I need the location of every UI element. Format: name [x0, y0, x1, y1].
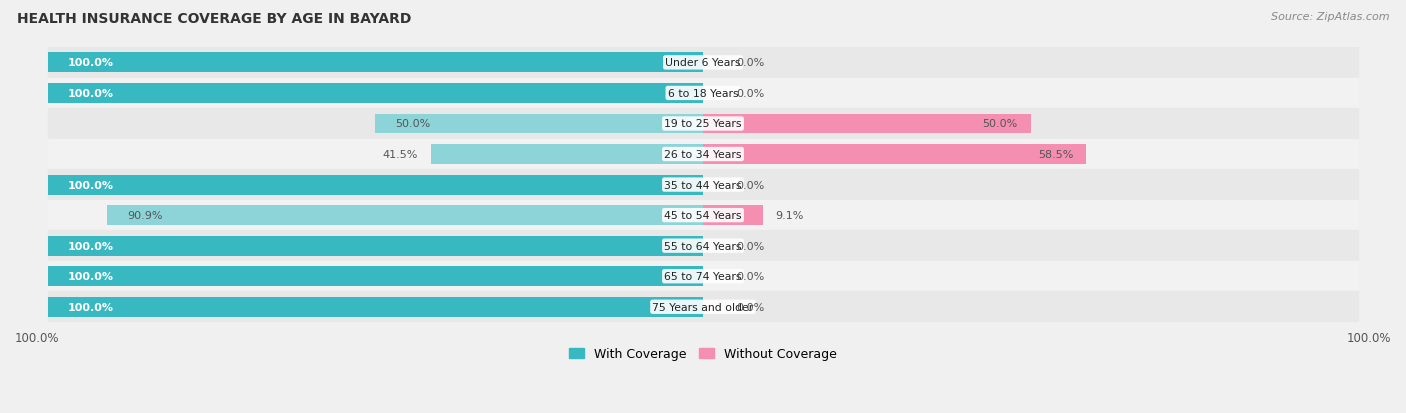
- Text: 35 to 44 Years: 35 to 44 Years: [664, 180, 742, 190]
- Text: Under 6 Years: Under 6 Years: [665, 58, 741, 68]
- Bar: [48, 140, 1358, 170]
- Text: 0.0%: 0.0%: [735, 272, 763, 282]
- Bar: [48, 236, 703, 256]
- Bar: [48, 261, 1358, 292]
- Text: 0.0%: 0.0%: [735, 58, 763, 68]
- Bar: [48, 170, 1358, 200]
- Text: 0.0%: 0.0%: [735, 89, 763, 99]
- Bar: [48, 53, 703, 73]
- Text: 0.0%: 0.0%: [735, 241, 763, 251]
- Bar: [48, 297, 703, 317]
- Text: 75 Years and older: 75 Years and older: [652, 302, 754, 312]
- Text: 100.0%: 100.0%: [67, 272, 114, 282]
- Text: 100.0%: 100.0%: [67, 241, 114, 251]
- Bar: [48, 84, 703, 104]
- Bar: [48, 48, 1358, 78]
- Text: 100.0%: 100.0%: [1347, 331, 1391, 344]
- Text: 100.0%: 100.0%: [67, 89, 114, 99]
- Text: 45 to 54 Years: 45 to 54 Years: [664, 211, 742, 221]
- Text: 100.0%: 100.0%: [67, 180, 114, 190]
- Bar: [107, 206, 703, 225]
- Text: 9.1%: 9.1%: [776, 211, 804, 221]
- Text: 6 to 18 Years: 6 to 18 Years: [668, 89, 738, 99]
- Bar: [48, 78, 1358, 109]
- Bar: [703, 114, 1031, 134]
- Bar: [48, 200, 1358, 231]
- Bar: [48, 231, 1358, 261]
- Bar: [375, 114, 703, 134]
- Text: 58.5%: 58.5%: [1038, 150, 1073, 160]
- Bar: [48, 175, 703, 195]
- Text: 50.0%: 50.0%: [983, 119, 1018, 129]
- Bar: [703, 145, 1087, 164]
- Text: 90.9%: 90.9%: [127, 211, 163, 221]
- Legend: With Coverage, Without Coverage: With Coverage, Without Coverage: [564, 342, 842, 366]
- Text: 100.0%: 100.0%: [67, 302, 114, 312]
- Text: 26 to 34 Years: 26 to 34 Years: [664, 150, 742, 160]
- Text: 55 to 64 Years: 55 to 64 Years: [664, 241, 742, 251]
- Bar: [703, 206, 762, 225]
- Text: 41.5%: 41.5%: [382, 150, 418, 160]
- Bar: [432, 145, 703, 164]
- Text: 100.0%: 100.0%: [67, 58, 114, 68]
- Text: 0.0%: 0.0%: [735, 302, 763, 312]
- Bar: [48, 267, 703, 287]
- Text: 19 to 25 Years: 19 to 25 Years: [664, 119, 742, 129]
- Text: 0.0%: 0.0%: [735, 180, 763, 190]
- Text: HEALTH INSURANCE COVERAGE BY AGE IN BAYARD: HEALTH INSURANCE COVERAGE BY AGE IN BAYA…: [17, 12, 411, 26]
- Text: 50.0%: 50.0%: [395, 119, 430, 129]
- Text: 65 to 74 Years: 65 to 74 Years: [664, 272, 742, 282]
- Bar: [48, 292, 1358, 322]
- Text: Source: ZipAtlas.com: Source: ZipAtlas.com: [1271, 12, 1389, 22]
- Text: 100.0%: 100.0%: [15, 331, 59, 344]
- Bar: [48, 109, 1358, 140]
